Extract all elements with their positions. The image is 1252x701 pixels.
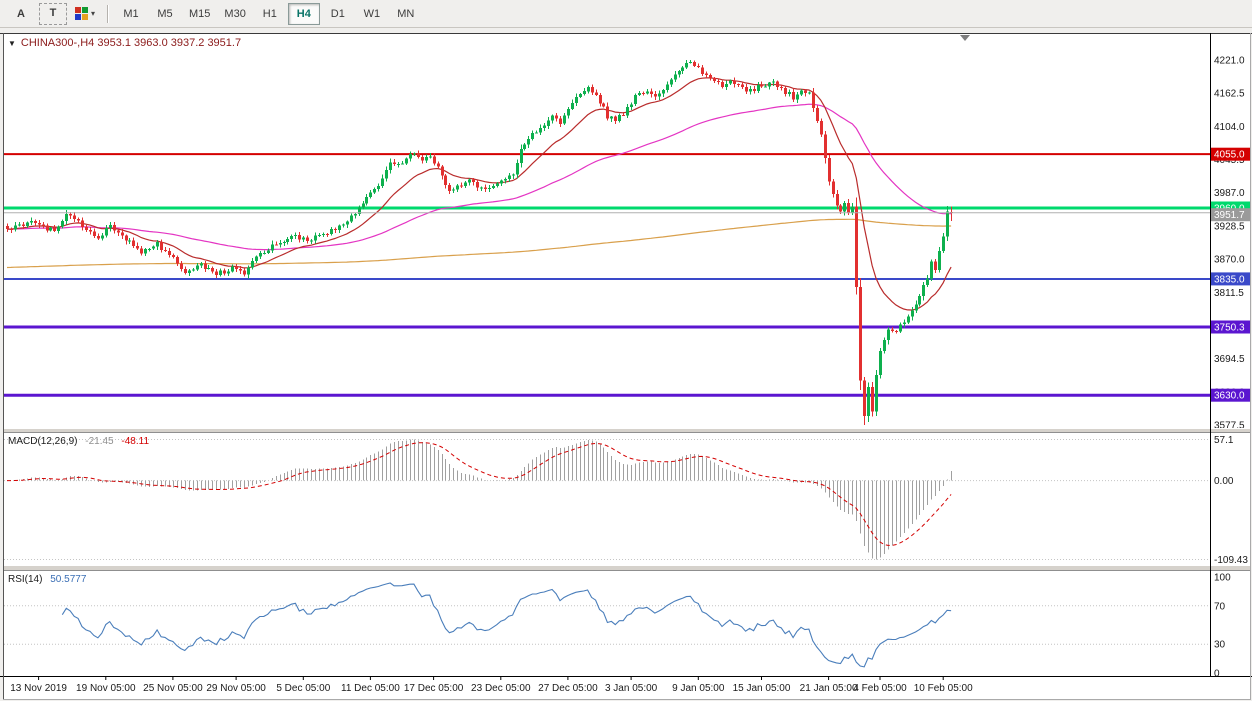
svg-text:23 Dec 05:00: 23 Dec 05:00 [471,683,531,694]
rsi-title: RSI(14) [8,574,43,585]
svg-text:30: 30 [1214,640,1226,651]
rsi-value: 50.5777 [50,574,87,585]
svg-text:3835.0: 3835.0 [1214,274,1245,285]
macd-title: MACD(12,26,9) [8,436,78,447]
svg-text:17 Dec 05:00: 17 Dec 05:00 [404,683,464,694]
text-tool[interactable]: T [39,2,67,25]
svg-text:4162.5: 4162.5 [1214,89,1245,100]
svg-text:57.1: 57.1 [1214,435,1234,446]
colors-dropdown-button[interactable]: ▾ [69,3,101,25]
timeframe-button-mn[interactable]: MN [397,7,415,20]
macd-value-signal: -48.11 [121,436,150,447]
svg-text:3928.5: 3928.5 [1214,221,1245,232]
price-label-3630.0: 3630.0 [1211,388,1251,402]
colors-icon [75,7,88,20]
timeframe-button-m15[interactable]: M15 [189,7,211,20]
bid-price-label: 3951.7 [1211,208,1251,222]
arrow-tool[interactable]: A [17,7,25,20]
svg-text:21 Jan 05:00: 21 Jan 05:00 [800,683,858,694]
time-scale[interactable]: 13 Nov 2019 19 Nov 05:00 25 Nov 05:00 29 No… [10,676,973,694]
timeframe-button-h1[interactable]: H1 [262,7,277,20]
macd-signal-line [7,442,952,546]
svg-text:3 Jan 05:00: 3 Jan 05:00 [605,683,658,694]
svg-text:0: 0 [1214,669,1220,680]
svg-text:9 Jan 05:00: 9 Jan 05:00 [672,683,725,694]
svg-text:27 Dec 05:00: 27 Dec 05:00 [538,683,598,694]
timeframe-button-w1[interactable]: W1 [363,7,381,20]
svg-text:-109.43: -109.43 [1214,555,1248,566]
svg-text:25 Nov 05:00: 25 Nov 05:00 [143,683,203,694]
timeframe-button-m1[interactable]: M1 [123,7,139,20]
svg-text:13 Nov 2019: 13 Nov 2019 [10,683,67,694]
macd-scale[interactable]: 57.1 0.00 -109.43 [1214,435,1248,566]
timeframe-button-d1[interactable]: D1 [330,7,345,20]
svg-text:5 Dec 05:00: 5 Dec 05:00 [276,683,330,694]
svg-text:0.00: 0.00 [1214,476,1234,487]
svg-text:3750.3: 3750.3 [1214,323,1245,334]
rsi-line [61,582,952,668]
ma-medium-line [7,103,952,251]
timeframe-button-m5[interactable]: M5 [157,7,173,20]
svg-text:70: 70 [1214,601,1226,612]
panel-separator[interactable] [3,428,1250,433]
svg-text:3577.5: 3577.5 [1214,421,1245,432]
symbol-list-arrow-icon[interactable]: ▼ [8,38,16,48]
toolbar-separator [107,4,110,23]
macd-label: MACD(12,26,9) -21.45 -48.11 [8,436,154,447]
rsi-label: RSI(14) 50.5777 [8,574,91,585]
panel-separator[interactable] [3,565,1250,571]
svg-text:4104.0: 4104.0 [1214,122,1245,133]
svg-text:4221.0: 4221.0 [1214,56,1245,67]
timeframes-group: M1 M5 M15 M30 H1 H4 D1 W1 MN [114,2,423,25]
ma-slow-line [6,218,952,269]
svg-text:4 Feb 05:00: 4 Feb 05:00 [853,683,907,694]
svg-text:11 Dec 05:00: 11 Dec 05:00 [341,683,400,694]
svg-text:3987.0: 3987.0 [1214,188,1245,199]
svg-text:100: 100 [1214,573,1231,584]
ma-fast-line [7,77,952,311]
svg-text:29 Nov 05:00: 29 Nov 05:00 [206,683,266,694]
chevron-down-icon: ▾ [91,9,96,18]
svg-text:3811.5: 3811.5 [1214,288,1244,299]
svg-text:3951.7: 3951.7 [1214,210,1245,221]
timeframe-button-m30[interactable]: M30 [224,7,246,20]
chart-title: ▼ CHINA300-,H4 3953.1 3963.0 3937.2 3951… [8,37,241,49]
svg-text:3694.5: 3694.5 [1214,354,1245,365]
svg-text:10 Feb 05:00: 10 Feb 05:00 [914,683,973,694]
svg-text:15 Jan 05:00: 15 Jan 05:00 [733,683,791,694]
candlestick-series [6,60,953,425]
price-label-4055.0: 4055.0 [1211,147,1251,161]
svg-text:4055.0: 4055.0 [1214,150,1245,161]
chart-title-text: CHINA300-,H4 3953.1 3963.0 3937.2 3951.7 [20,37,242,49]
svg-text:3630.0: 3630.0 [1214,391,1245,402]
price-label-3835.0: 3835.0 [1211,272,1251,286]
rsi-scale[interactable]: 100 70 30 0 [1214,573,1231,680]
price-label-3750.3: 3750.3 [1211,320,1251,334]
svg-text:19 Nov 05:00: 19 Nov 05:00 [76,683,136,694]
macd-value-main: -21.45 [85,436,114,447]
timeframe-button-h4[interactable]: H4 [287,2,320,25]
svg-text:3870.0: 3870.0 [1214,255,1245,266]
chart-shift-marker[interactable] [960,35,970,41]
